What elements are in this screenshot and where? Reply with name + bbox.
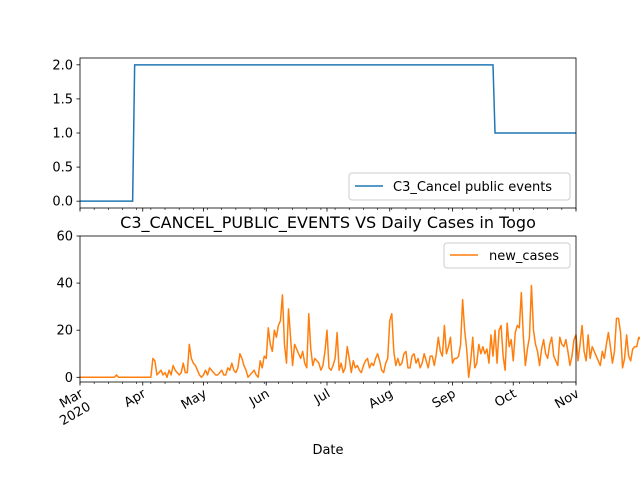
top-y-tick-label-3: 1.5 [52,92,73,107]
bottom-y-tick-label-0: 0 [65,371,73,386]
top-y-tick-label-2: 1.0 [52,127,73,142]
top-subplot: 0.0 0.5 1.0 1.5 2.0 C3_Cancel public events [52,57,577,212]
bottom-series-line-0 [80,284,640,379]
bottom-legend-box [443,242,571,269]
top-y-tick-label-1: 0.5 [52,161,73,176]
top-legend-label: C3_Cancel public events [393,180,552,195]
top-subplot-frame [79,57,577,209]
top-series-line-0 [80,64,576,202]
bottom-y-tick-label-2: 40 [56,277,73,292]
bottom-y-tick-label-1: 20 [56,324,73,339]
chart-title: C3_CANCEL_PUBLIC_EVENTS VS Daily Cases i… [120,213,536,233]
bottom-legend-label: new_cases [489,249,559,264]
x-axis-label: Date [312,443,343,458]
top-legend: C3_Cancel public events [348,172,571,201]
bottom-y-tick-label-3: 60 [56,230,73,245]
top-legend-box [348,172,571,201]
bottom-x-tick-label-4: Jul [311,386,333,407]
top-subplot-series [80,64,576,202]
bottom-subplot-series [80,284,640,379]
top-y-tick-label-4: 2.0 [52,58,73,73]
bottom-legend: new_cases [443,242,571,269]
top-y-tick-label-0: 0.0 [52,195,73,210]
top-subplot-ticks: 0.0 0.5 1.0 1.5 2.0 [52,58,577,212]
bottom-subplot-frame [79,235,577,383]
